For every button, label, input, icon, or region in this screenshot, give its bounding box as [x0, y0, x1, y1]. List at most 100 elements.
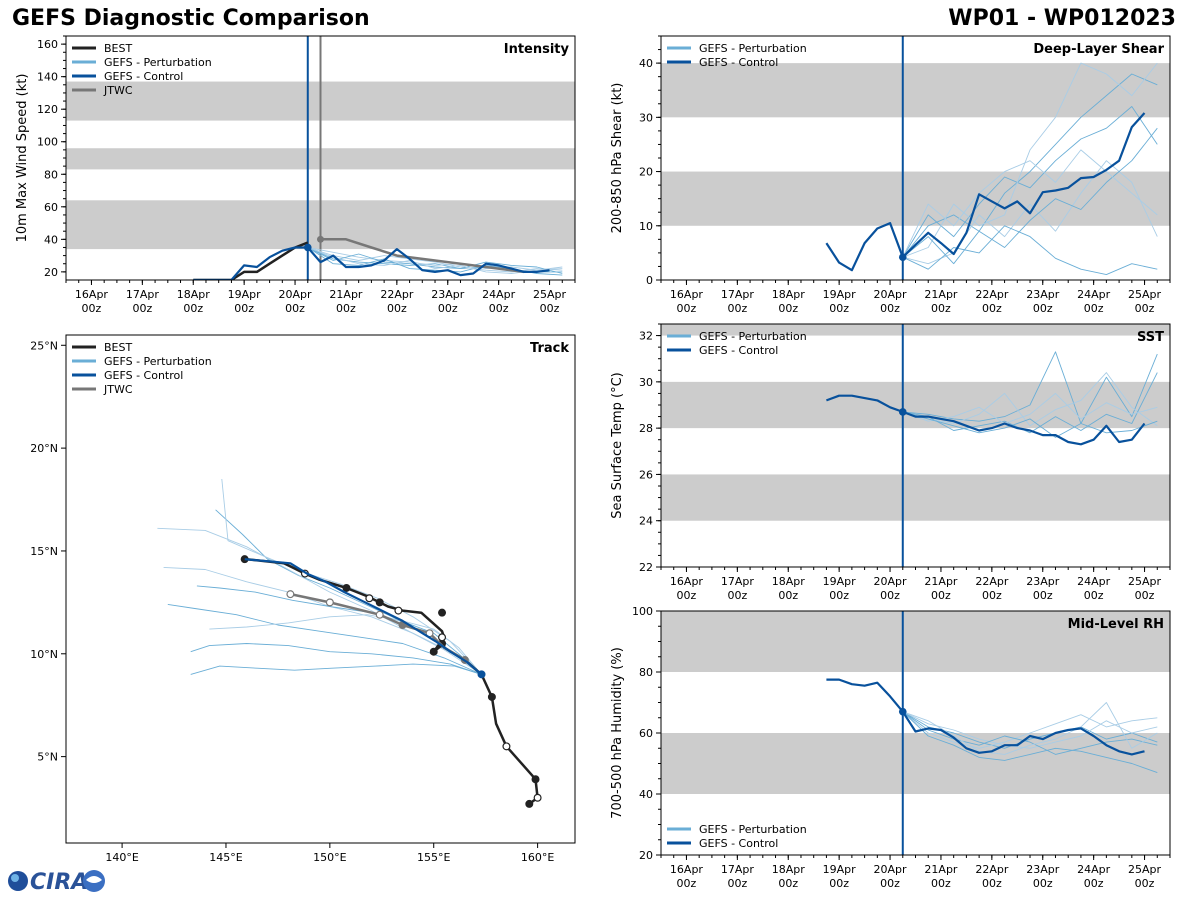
x-tick-label: 17Apr 00z	[721, 863, 755, 890]
x-tick-hour: 00z	[677, 589, 697, 602]
x-tick-date: 17Apr	[721, 575, 755, 588]
x-tick-label: 19Apr 00z	[823, 575, 857, 602]
y-tick-label: 15°N	[30, 545, 58, 558]
x-tick-hour: 00z	[778, 877, 798, 890]
x-tick-date: 23Apr	[1026, 575, 1060, 588]
x-tick-hour: 00z	[829, 589, 849, 602]
series-gefs-control	[193, 246, 550, 280]
x-tick-date: 16Apr	[75, 288, 109, 301]
initial-value-marker	[898, 408, 907, 416]
x-tick-label: 17Apr 00z	[126, 288, 160, 315]
y-axis-label: Sea Surface Temp (°C)	[610, 372, 625, 519]
y-tick-label: 20	[639, 166, 653, 179]
series-gefs-perturbation	[307, 247, 563, 274]
x-tick-date: 23Apr	[1026, 288, 1060, 301]
legend-label: GEFS - Control	[699, 344, 778, 357]
series-gefs-perturbation	[190, 643, 482, 675]
series-start-marker	[317, 235, 324, 243]
series-gefs-perturbation	[163, 566, 482, 675]
legend-label: JTWC	[103, 84, 133, 97]
panel-title: Deep-Layer Shear	[1033, 42, 1164, 57]
threshold-band	[661, 63, 1170, 118]
x-tick-date: 17Apr	[721, 288, 755, 301]
x-tick-date: 18Apr	[772, 288, 806, 301]
legend-label: GEFS - Perturbation	[699, 823, 807, 836]
x-tick-hour: 00z	[82, 302, 102, 315]
panel-title: Track	[530, 341, 569, 356]
track-point	[342, 583, 351, 592]
logo-text: CIRA	[30, 870, 88, 895]
x-tick-label: 17Apr 00z	[721, 575, 755, 602]
x-tick-hour: 00z	[1135, 589, 1155, 602]
legend-label: GEFS - Control	[104, 70, 183, 83]
plot-area	[66, 36, 575, 280]
y-tick-label: 40	[639, 788, 653, 801]
x-tick-date: 19Apr	[228, 288, 262, 301]
x-tick-hour: 00z	[1084, 302, 1104, 315]
x-tick-label: 23Apr 00z	[1026, 863, 1060, 890]
x-tick-label: 17Apr 00z	[721, 288, 755, 315]
x-tick-date: 155°E	[417, 851, 450, 864]
series-gefs-control	[825, 112, 1146, 272]
x-tick-label: 160°E	[521, 851, 554, 864]
legend-label: GEFS - Perturbation	[699, 330, 807, 343]
x-tick-label: 140°E	[105, 851, 138, 864]
x-tick-date: 18Apr	[177, 288, 211, 301]
legend-label: GEFS - Control	[104, 369, 183, 382]
storm-id-title: WP01 - WP012023	[948, 6, 1176, 31]
legend-label: GEFS - Perturbation	[104, 355, 212, 368]
x-tick-hour: 00z	[727, 302, 747, 315]
x-tick-label: 16Apr 00z	[670, 288, 704, 315]
x-tick-hour: 00z	[1033, 877, 1053, 890]
y-tick-label: 60	[44, 201, 58, 214]
plot-area	[661, 36, 1170, 280]
x-tick-date: 160°E	[521, 851, 554, 864]
x-tick-hour: 00z	[1033, 302, 1053, 315]
x-tick-hour: 00z	[880, 302, 900, 315]
x-tick-hour: 00z	[880, 877, 900, 890]
x-tick-hour: 00z	[540, 302, 560, 315]
x-tick-label: 16Apr 00z	[670, 575, 704, 602]
y-tick-label: 22	[639, 561, 653, 574]
x-tick-date: 145°E	[209, 851, 242, 864]
x-tick-label: 25Apr 00z	[1128, 575, 1162, 602]
initial-value-marker	[898, 253, 907, 262]
x-tick-label: 20Apr 00z	[874, 863, 908, 890]
x-tick-hour: 00z	[438, 302, 458, 315]
x-tick-date: 24Apr	[482, 288, 516, 301]
x-tick-label: 18Apr 00z	[772, 288, 806, 315]
y-tick-label: 80	[44, 168, 58, 181]
page-title: GEFS Diagnostic Comparison	[12, 6, 370, 31]
track-point	[531, 775, 540, 784]
x-tick-label: 20Apr 00z	[874, 288, 908, 315]
series-gefs-perturbation	[902, 351, 1158, 424]
series-jtwc	[320, 238, 525, 274]
series-gefs-perturbation	[902, 106, 1158, 258]
threshold-band	[661, 324, 1170, 336]
y-tick-label: 40	[639, 57, 653, 70]
x-tick-date: 19Apr	[823, 575, 857, 588]
track-point	[365, 594, 374, 603]
track-point	[394, 606, 403, 615]
x-tick-hour: 00z	[234, 302, 254, 315]
series-gefs-perturbation	[902, 160, 1158, 265]
series-gefs-perturbation	[902, 372, 1158, 434]
y-tick-label: 30	[639, 376, 653, 389]
track-point	[477, 670, 486, 679]
series-gefs-perturbation	[196, 585, 482, 675]
x-tick-label: 23Apr 00z	[1026, 288, 1060, 315]
x-tick-date: 19Apr	[823, 863, 857, 876]
y-axis-label: 10m Max Wind Speed (kt)	[15, 74, 30, 243]
legend-label: GEFS - Perturbation	[699, 42, 807, 55]
x-tick-hour: 00z	[336, 302, 356, 315]
x-tick-hour: 00z	[1135, 877, 1155, 890]
x-tick-date: 21Apr	[924, 575, 958, 588]
series-gefs-perturbation	[307, 247, 563, 271]
y-tick-label: 0	[646, 274, 653, 287]
threshold-band	[661, 474, 1170, 521]
track-point	[533, 793, 542, 802]
panel-title: SST	[1137, 330, 1164, 345]
x-tick-hour: 00z	[489, 302, 509, 315]
